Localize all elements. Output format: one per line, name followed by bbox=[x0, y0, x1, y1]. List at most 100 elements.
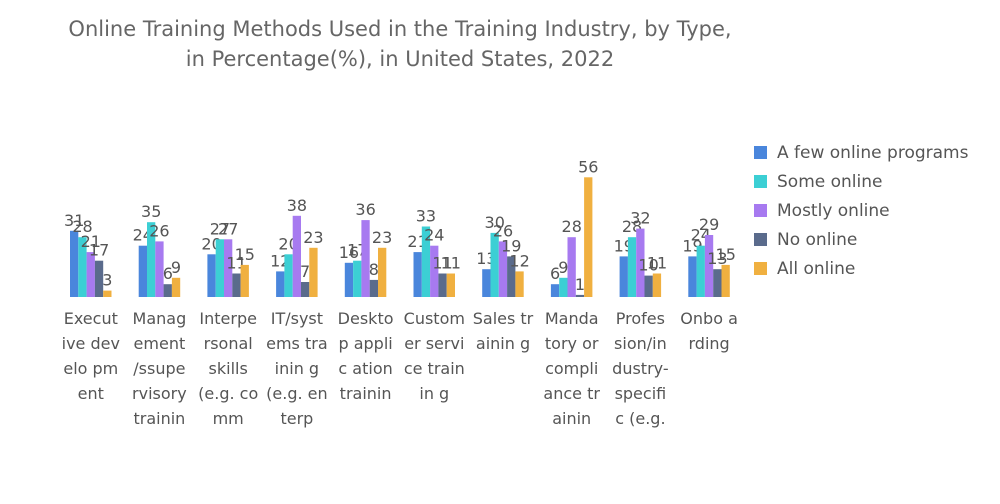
data-label-6-3: 24 bbox=[424, 226, 444, 245]
bar-7-1 bbox=[482, 269, 491, 297]
data-label-6-2: 33 bbox=[416, 207, 436, 226]
bar-7-2 bbox=[490, 232, 499, 297]
bar-4-2 bbox=[284, 254, 293, 297]
bar-10-1 bbox=[688, 256, 697, 297]
bar-1-2 bbox=[78, 237, 87, 297]
bar-7-5 bbox=[515, 271, 524, 297]
bar-4-4 bbox=[301, 282, 310, 297]
bar-1-4 bbox=[94, 260, 104, 297]
chart-title: Online Training Methods Used in the Trai… bbox=[40, 14, 760, 74]
bar-3-4 bbox=[232, 273, 241, 297]
data-label-1-3: 21 bbox=[81, 232, 101, 251]
bar-5-3 bbox=[361, 220, 370, 297]
bar-10-4 bbox=[713, 269, 722, 297]
bar-8-3 bbox=[567, 237, 576, 297]
category-label: Execut ive develo pment bbox=[61, 309, 120, 403]
bar-1-5 bbox=[103, 290, 112, 297]
bar-1-1 bbox=[70, 230, 79, 297]
bar-6-1 bbox=[413, 252, 422, 297]
bar-9-1 bbox=[619, 256, 628, 297]
category-label: Deskto p applic ation trainin bbox=[337, 309, 394, 403]
data-label-3-2: 27 bbox=[210, 219, 230, 238]
legend: A few online programs Some online Mostly o… bbox=[754, 138, 968, 283]
bar-2-4 bbox=[163, 284, 172, 297]
data-label-1-4: 17 bbox=[89, 241, 109, 260]
data-label-5-5: 23 bbox=[372, 228, 392, 247]
data-label-7-4: 19 bbox=[501, 236, 521, 255]
bar-10-3 bbox=[704, 235, 714, 297]
bar-6-3 bbox=[430, 245, 439, 297]
bar-4-5 bbox=[309, 247, 318, 297]
bar-6-5 bbox=[446, 273, 455, 297]
legend-label: A few online programs bbox=[777, 142, 969, 163]
data-label-6-4: 11 bbox=[432, 254, 452, 273]
bar-9-5 bbox=[652, 273, 662, 297]
bar-6-4 bbox=[438, 273, 447, 297]
bar-4-3 bbox=[292, 215, 301, 297]
legend-label: No online bbox=[777, 229, 858, 250]
data-label-8-3: 28 bbox=[562, 217, 582, 236]
data-label-8-5: 56 bbox=[578, 157, 598, 176]
bar-10-2 bbox=[696, 245, 705, 297]
data-label-6-5: 11 bbox=[441, 254, 461, 273]
category-label: Custom er service trainin g bbox=[403, 309, 465, 403]
data-label-3-3: 27 bbox=[218, 219, 238, 238]
data-label-7-3: 26 bbox=[493, 221, 513, 240]
legend-item: A few online programs bbox=[754, 138, 968, 167]
bar-3-1 bbox=[207, 254, 216, 297]
bar-2-2 bbox=[147, 222, 156, 297]
legend-item: All online bbox=[754, 254, 968, 283]
category-label: Onbo arding bbox=[680, 309, 738, 353]
data-label-8-4: 1 bbox=[575, 275, 585, 294]
legend-swatch bbox=[754, 146, 767, 159]
bar-2-1 bbox=[138, 245, 147, 297]
data-label-8-2: 9 bbox=[558, 258, 568, 277]
legend-label: Mostly online bbox=[777, 200, 890, 221]
category-label: IT/syst ems trainin g (e.g. enterp bbox=[266, 309, 328, 428]
category-label: Manda tory or compli ance trainin bbox=[543, 309, 600, 428]
data-label-7-5: 12 bbox=[509, 251, 529, 270]
data-label-2-5: 9 bbox=[171, 258, 181, 277]
data-label-1-5: 3 bbox=[102, 271, 112, 290]
data-label-1-2: 28 bbox=[72, 217, 92, 236]
legend-swatch bbox=[754, 262, 767, 275]
data-label-9-4: 10 bbox=[638, 256, 658, 275]
bar-3-5 bbox=[240, 264, 249, 297]
bar-5-2 bbox=[353, 260, 362, 297]
data-label-3-5: 15 bbox=[235, 245, 255, 264]
data-label-5-3: 36 bbox=[355, 200, 375, 219]
legend-item: Mostly online bbox=[754, 196, 968, 225]
legend-swatch bbox=[754, 175, 767, 188]
bar-8-2 bbox=[559, 277, 568, 297]
data-label-10-3: 29 bbox=[699, 215, 719, 234]
data-label-7-2: 30 bbox=[485, 213, 505, 232]
data-label-4-5: 23 bbox=[303, 228, 323, 247]
category-label: Manag ement /ssupe rvisory trainin bbox=[132, 309, 187, 428]
legend-label: All online bbox=[777, 258, 856, 279]
bar-2-3 bbox=[155, 241, 164, 297]
bar-8-1 bbox=[550, 284, 560, 297]
bar-3-3 bbox=[224, 239, 233, 297]
data-label-8-1: 6 bbox=[550, 264, 560, 283]
bar-5-5 bbox=[378, 247, 387, 297]
bar-9-4 bbox=[644, 275, 653, 297]
data-label-2-2: 35 bbox=[141, 202, 161, 221]
data-label-2-4: 6 bbox=[163, 264, 173, 283]
legend-swatch bbox=[754, 204, 767, 217]
data-label-4-4: 7 bbox=[300, 262, 310, 281]
bar-7-4 bbox=[507, 256, 516, 297]
chart-title-line-2: in Percentage(%), in United States, 2022 bbox=[185, 47, 615, 71]
data-label-5-4: 8 bbox=[369, 260, 379, 279]
data-label-4-3: 38 bbox=[287, 196, 307, 215]
category-label: Sales trainin g bbox=[472, 309, 534, 353]
category-label: Interpe rsonal skills (e.g. comm bbox=[198, 309, 259, 428]
bar-2-5 bbox=[171, 277, 181, 297]
bar-7-3 bbox=[498, 241, 508, 297]
data-label-2-3: 26 bbox=[149, 221, 169, 240]
data-label-9-3: 32 bbox=[630, 209, 650, 228]
bar-1-3 bbox=[86, 252, 95, 297]
legend-label: Some online bbox=[777, 171, 883, 192]
data-label-10-4: 13 bbox=[707, 249, 727, 268]
chart-title-line-1: Online Training Methods Used in the Trai… bbox=[68, 17, 732, 41]
